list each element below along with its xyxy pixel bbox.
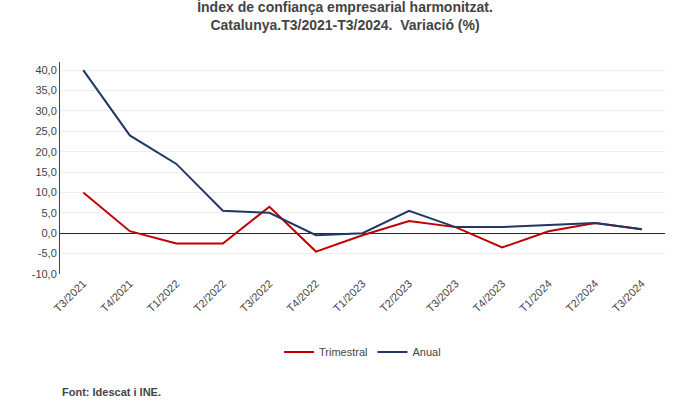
svg-text:20,0: 20,0 <box>35 146 56 158</box>
svg-text:-5,0: -5,0 <box>38 247 57 259</box>
svg-text:10,0: 10,0 <box>35 186 56 198</box>
svg-text:T1/2022: T1/2022 <box>145 277 182 314</box>
svg-text:T1/2024: T1/2024 <box>517 277 554 314</box>
svg-text:-10,0: -10,0 <box>32 268 57 280</box>
svg-text:T3/2022: T3/2022 <box>238 277 275 314</box>
svg-text:5,0: 5,0 <box>42 207 57 219</box>
svg-text:T1/2023: T1/2023 <box>331 277 368 314</box>
svg-text:Índex de confiança empresarial: Índex de confiança empresarial harmonitz… <box>197 0 493 33</box>
svg-text:T4/2022: T4/2022 <box>284 277 321 314</box>
svg-text:35,0: 35,0 <box>35 84 56 96</box>
svg-text:T3/2021: T3/2021 <box>52 277 89 314</box>
svg-text:30,0: 30,0 <box>35 105 56 117</box>
svg-text:0,0: 0,0 <box>42 227 57 239</box>
svg-text:T2/2023: T2/2023 <box>377 277 414 314</box>
svg-text:15,0: 15,0 <box>35 166 56 178</box>
svg-text:Trimestral: Trimestral <box>319 346 367 358</box>
svg-text:T2/2024: T2/2024 <box>563 277 600 314</box>
svg-text:40,0: 40,0 <box>35 64 56 76</box>
svg-text:T3/2023: T3/2023 <box>424 277 461 314</box>
svg-text:T4/2023: T4/2023 <box>470 277 507 314</box>
svg-text:Font: Idescat i INE.: Font: Idescat i INE. <box>62 386 161 398</box>
svg-text:25,0: 25,0 <box>35 125 56 137</box>
svg-text:Anual: Anual <box>412 346 440 358</box>
svg-text:T2/2022: T2/2022 <box>191 277 228 314</box>
svg-text:T3/2024: T3/2024 <box>610 277 647 314</box>
svg-text:T4/2021: T4/2021 <box>98 277 135 314</box>
